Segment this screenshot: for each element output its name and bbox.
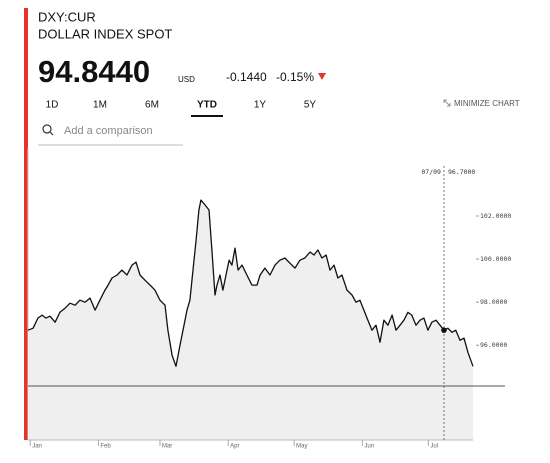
change: -0.1440 <box>226 70 267 84</box>
x-tick-label: Mar <box>162 444 172 450</box>
change-percent: -0.15% <box>276 70 314 84</box>
tab[interactable]: 5Y <box>304 100 317 111</box>
x-tick-label: Jan <box>32 444 42 450</box>
comparison-search[interactable]: Add a comparison <box>38 124 183 146</box>
chart: BloombergMarkets96.000098.0000100.000010… <box>27 148 511 450</box>
area-fill <box>28 200 473 440</box>
x-tick-label: May <box>296 444 307 450</box>
crosshair-point <box>441 327 447 333</box>
minimize-label[interactable]: MINIMIZE CHART <box>454 99 520 108</box>
y-tick-label: 96.0000 <box>480 341 507 349</box>
tab[interactable]: 6M <box>145 100 159 111</box>
ticker: DXY:CUR <box>38 9 96 24</box>
crosshair-value: 96.7000 <box>448 168 475 176</box>
down-arrow <box>318 73 326 80</box>
search-placeholder[interactable]: Add a comparison <box>64 125 153 137</box>
y-tick-label: 98.0000 <box>480 298 507 306</box>
price: 94.8440 <box>38 54 150 89</box>
tab[interactable]: YTD <box>197 100 217 111</box>
tab[interactable]: 1D <box>46 100 59 111</box>
minimize-button[interactable]: MINIMIZE CHART <box>443 99 520 108</box>
y-tick-label: 100.0000 <box>480 255 511 263</box>
x-tick-label: Feb <box>100 444 111 450</box>
search-icon <box>42 124 52 134</box>
minimize-icon <box>443 99 451 107</box>
search-icon-handle <box>49 131 54 136</box>
price-line <box>27 199 474 367</box>
currency: USD <box>178 75 195 84</box>
tab[interactable]: 1Y <box>254 100 267 111</box>
accent-bar <box>24 8 28 440</box>
x-tick-label: Jul <box>430 444 438 450</box>
x-tick-label: Apr <box>230 444 239 450</box>
x-tick-label: Jun <box>364 444 374 450</box>
instrument-name: DOLLAR INDEX SPOT <box>38 26 172 41</box>
crosshair-date: 07/09 <box>421 168 441 176</box>
y-tick-label: 102.0000 <box>480 212 511 220</box>
tab-bar: 1D 1M 6M YTD 1Y 5Y <box>46 100 317 117</box>
tab[interactable]: 1M <box>93 100 107 111</box>
